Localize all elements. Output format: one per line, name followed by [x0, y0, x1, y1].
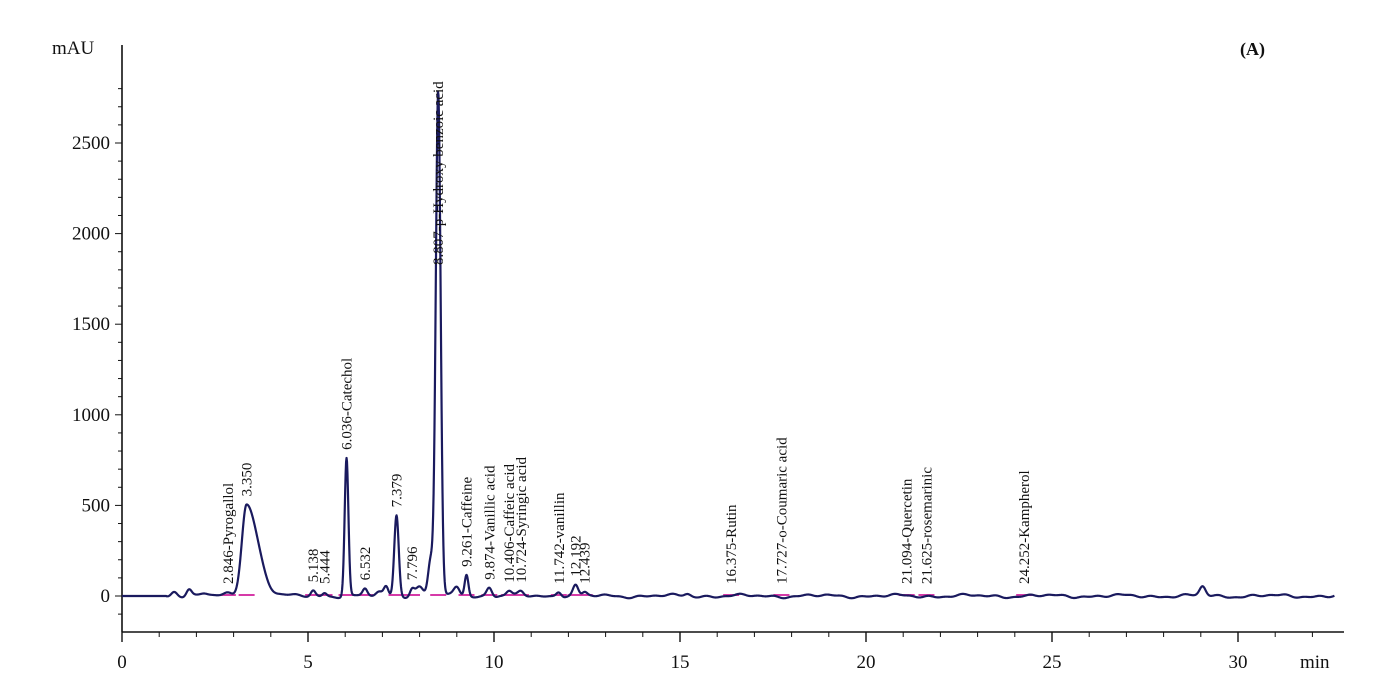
x-tick-label: 10: [485, 652, 504, 673]
peak-label: 10.406-Caffeic acid: [502, 463, 518, 582]
panel-label: (A): [1240, 39, 1265, 60]
peak-label: 12.439: [578, 543, 594, 584]
peak-label: 9.874-Vanillic acid: [482, 465, 498, 580]
y-tick-label: 1500: [72, 314, 110, 335]
y-tick-label: 0: [101, 586, 111, 607]
y-tick-label: 2500: [72, 133, 110, 154]
x-axis-unit: min: [1300, 652, 1330, 673]
x-tick-label: 30: [1229, 652, 1248, 673]
x-tick-label: 0: [117, 652, 127, 673]
peak-label: 12.192: [568, 535, 584, 576]
peak-label: 21.094-Quercetin: [900, 478, 916, 584]
peak-label: 17.727-o-Coumaric acid: [774, 437, 790, 584]
peak-label: 5.444: [318, 550, 334, 584]
peak-label: 3.350: [240, 463, 256, 497]
peak-label: 7.379: [390, 474, 406, 508]
x-tick-label: 5: [303, 652, 313, 673]
x-tick-label: 20: [857, 652, 876, 673]
peak-label: 6.036-Catechol: [340, 358, 356, 450]
peak-label: 2.846-Pyrogallol: [221, 483, 237, 584]
peak-label: 9.261-Caffeine: [459, 476, 475, 566]
peak-label: 16.375-Rutin: [724, 504, 740, 584]
peak-label: 8.807-p-Hydroxy benzoic acid: [431, 81, 447, 265]
peak-label: 24.252-Kampherol: [1017, 470, 1033, 584]
peak-label: 10.724-Syringic acid: [514, 456, 530, 582]
peak-label: 11.742-vanillin: [552, 492, 568, 584]
peak-label: 5.138: [306, 549, 322, 583]
y-tick-label: 500: [82, 495, 111, 516]
x-tick-label: 25: [1043, 652, 1062, 673]
y-tick-label: 2000: [72, 224, 110, 245]
y-axis-unit: mAU: [52, 38, 95, 59]
chromatogram-trace: [121, 90, 1336, 600]
x-tick-label: 15: [671, 652, 690, 673]
axes: 0 500 1000 1500 2000 2500 0 5 10 15 20 25 30: [72, 45, 1344, 673]
peak-label: 6.532: [358, 547, 374, 581]
y-tick-label: 1000: [72, 405, 110, 426]
peak-label: 7.796: [405, 546, 421, 580]
peak-label: 21.625-rosemarinic: [920, 467, 936, 584]
